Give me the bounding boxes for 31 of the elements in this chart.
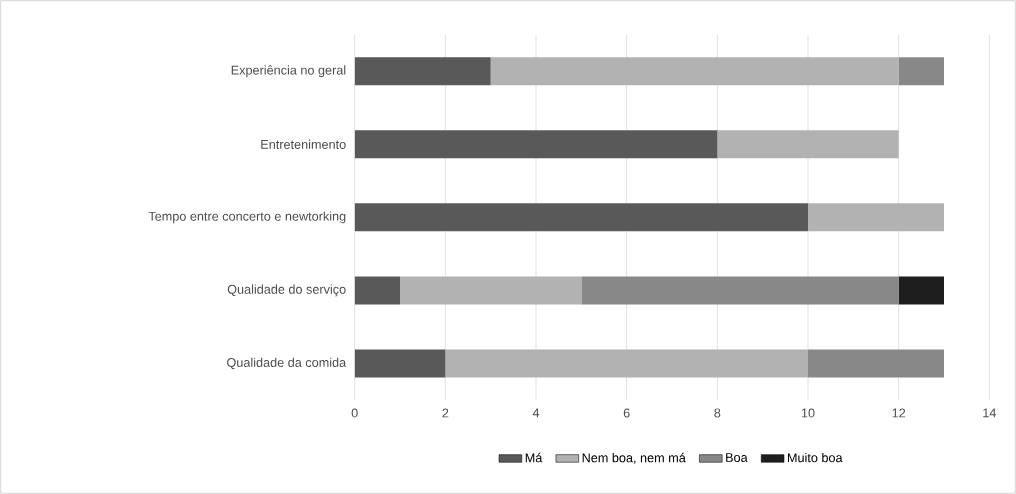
x-tick-label: 6 bbox=[623, 408, 630, 418]
legend-label: Boa bbox=[726, 453, 748, 462]
bar bbox=[354, 57, 491, 86]
legend-label: Má bbox=[525, 452, 543, 463]
bar bbox=[898, 276, 944, 305]
bar bbox=[717, 130, 899, 159]
legend-label: Muito boa bbox=[787, 452, 843, 463]
bar bbox=[581, 276, 899, 305]
bar bbox=[400, 276, 582, 305]
x-tick-label: 12 bbox=[892, 408, 906, 418]
bar bbox=[808, 349, 944, 378]
y-tick-label: Entretenimento bbox=[261, 139, 346, 149]
x-tick-label: 2 bbox=[442, 408, 449, 418]
bar bbox=[445, 349, 809, 378]
x-tick-label: 8 bbox=[714, 408, 721, 418]
bar bbox=[354, 349, 446, 378]
y-tick-label: Qualidade da comida bbox=[227, 357, 347, 370]
bar bbox=[808, 203, 944, 232]
y-tick-label: Qualidade do serviço bbox=[227, 284, 346, 297]
y-tick-label: Tempo entre concerto e newtorking bbox=[148, 211, 346, 224]
x-tick-label: 4 bbox=[532, 408, 540, 418]
bar bbox=[354, 276, 400, 305]
bar bbox=[490, 57, 899, 86]
x-tick-label: 14 bbox=[983, 408, 997, 418]
legend-label: Nem boa, nem má bbox=[582, 452, 686, 464]
bar bbox=[354, 203, 809, 232]
x-tick-label: 0 bbox=[351, 408, 358, 418]
bar bbox=[354, 130, 718, 159]
y-tick-label: Experiência no geral bbox=[231, 65, 346, 78]
x-tick-label: 10 bbox=[801, 408, 815, 418]
bar bbox=[898, 57, 944, 86]
